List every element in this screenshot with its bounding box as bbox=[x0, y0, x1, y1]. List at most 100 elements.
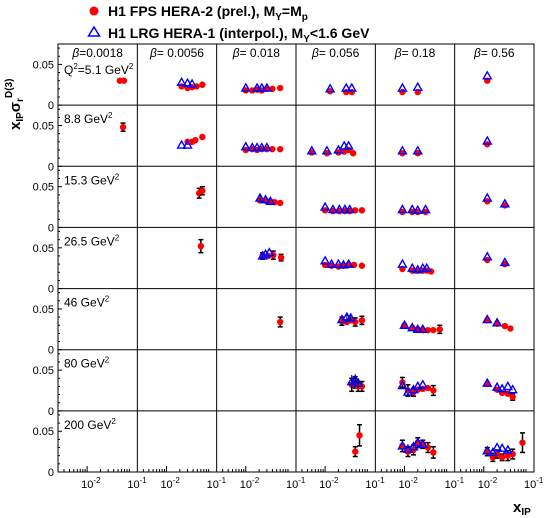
fps-point bbox=[519, 439, 526, 446]
beta-value: =0.0018 bbox=[79, 46, 123, 60]
q2-label-part: 2 bbox=[73, 62, 78, 71]
legend-fps-eq: =M bbox=[282, 3, 302, 19]
x-tick-base: 10 bbox=[207, 479, 219, 491]
legend-fps-text: H1 FPS HERA-2 (prel.), MY=Mp bbox=[108, 3, 308, 23]
beta-label: β= 0.18 bbox=[394, 46, 436, 60]
y-tick-label: 0 bbox=[48, 222, 54, 234]
x-tick-label: 10-2 bbox=[319, 476, 339, 491]
fps-point bbox=[352, 318, 359, 326]
x-axis-title: xIP bbox=[513, 499, 531, 518]
x-tick-label: 10-1 bbox=[127, 476, 147, 491]
x-tick-base: 10 bbox=[524, 479, 536, 491]
lrg-point bbox=[421, 262, 432, 272]
y-title-main: x bbox=[7, 121, 24, 130]
x-tick-label: 10-2 bbox=[160, 476, 180, 491]
x-tick-base: 10 bbox=[398, 479, 410, 491]
q2-label-part: 80 GeV bbox=[64, 357, 105, 371]
lrg-point bbox=[412, 437, 423, 447]
beta-symbol: β bbox=[311, 46, 319, 60]
q2-label: 80 GeV2 bbox=[64, 356, 110, 371]
legend-fps-sub2: p bbox=[302, 12, 308, 23]
fps-point bbox=[498, 454, 506, 461]
q2-label-part: 8.8 GeV bbox=[64, 112, 108, 126]
q2-label: 46 GeV2 bbox=[64, 295, 110, 310]
lrg-point bbox=[502, 380, 514, 391]
lrg-point bbox=[412, 81, 423, 91]
fps-point bbox=[430, 387, 437, 394]
beta-value: = 0.056 bbox=[319, 46, 360, 60]
lrg-point bbox=[417, 379, 429, 389]
y-tick-label: 0 bbox=[48, 161, 54, 173]
lrg-point bbox=[265, 195, 276, 206]
fps-point bbox=[430, 449, 437, 456]
lrg-point bbox=[407, 322, 418, 332]
lrg-point bbox=[261, 142, 273, 152]
beta-symbol: β bbox=[394, 46, 402, 60]
legend-lrg-tail: <1.6 GeV bbox=[310, 25, 370, 41]
beta-label: β= 0.56 bbox=[473, 46, 515, 60]
panel-grid bbox=[57, 43, 535, 473]
q2-label-part: 200 GeV bbox=[64, 418, 111, 432]
beta-value: = 0.018 bbox=[240, 46, 281, 60]
lrg-point bbox=[397, 145, 408, 155]
legend-lrg-marker bbox=[87, 25, 101, 37]
beta-value: = 0.18 bbox=[402, 46, 436, 60]
lrg-point bbox=[397, 204, 408, 214]
fps-point bbox=[501, 322, 509, 330]
lrg-point bbox=[306, 145, 318, 155]
lrg-point bbox=[260, 248, 271, 259]
lrg-point bbox=[502, 444, 514, 454]
lrg-point bbox=[240, 141, 251, 151]
q2-label-part: =5.1 GeV bbox=[78, 63, 129, 77]
x-tick-exp: -2 bbox=[411, 476, 419, 485]
lrg-point bbox=[352, 377, 364, 387]
fps-point bbox=[276, 199, 284, 207]
fps-point bbox=[509, 393, 516, 401]
fps-point bbox=[436, 326, 443, 333]
x-tick-base: 10 bbox=[160, 479, 172, 491]
fps-point bbox=[120, 77, 128, 84]
lrg-point bbox=[346, 376, 357, 386]
lrg-point bbox=[350, 374, 361, 384]
lrg-point bbox=[482, 70, 493, 80]
x-tick-exp: -2 bbox=[173, 476, 181, 485]
lrg-point bbox=[412, 204, 423, 215]
legend-lrg-label: H1 LRG HERA-1 (interpol.), M bbox=[108, 25, 303, 41]
lrg-point bbox=[176, 76, 187, 87]
q2-label: 15.3 GeV2 bbox=[64, 172, 120, 187]
x-tick-label: 10-1 bbox=[445, 476, 465, 491]
fps-point bbox=[276, 318, 284, 326]
x-tick-label: 10-1 bbox=[207, 476, 227, 491]
q2-label-part: 46 GeV bbox=[64, 296, 105, 310]
q2-label-part: 26.5 GeV bbox=[64, 234, 115, 248]
lrg-point bbox=[482, 192, 493, 202]
q2-label-part: 2 bbox=[115, 233, 120, 242]
lrg-point bbox=[327, 204, 339, 214]
lrg-point bbox=[482, 445, 493, 455]
lrg-point bbox=[417, 438, 429, 448]
x-title-sub: IP bbox=[521, 507, 531, 518]
x-tick-label: 10-2 bbox=[398, 476, 418, 491]
y-tick-label: 0.05 bbox=[33, 365, 54, 377]
x-tick-exp: -1 bbox=[536, 476, 544, 485]
beta-value: = 0.0056 bbox=[157, 46, 204, 60]
x-tick-label: 10-1 bbox=[524, 476, 544, 491]
y-title-sub: IP bbox=[15, 112, 26, 122]
lrg-point bbox=[257, 250, 268, 260]
fps-point bbox=[358, 317, 366, 324]
lrg-point bbox=[326, 258, 337, 268]
lrg-point bbox=[482, 251, 493, 261]
y-tick-label: 0.05 bbox=[33, 59, 54, 71]
lrg-point bbox=[397, 258, 408, 268]
x-tick-exp: -2 bbox=[252, 476, 260, 485]
lrg-point bbox=[417, 323, 429, 334]
beta-label: β= 0.0056 bbox=[149, 46, 204, 60]
fps-point bbox=[356, 432, 363, 439]
x-tick-label: 10-1 bbox=[286, 476, 306, 491]
x-tick-base: 10 bbox=[240, 479, 252, 491]
lrg-point bbox=[256, 142, 267, 152]
fps-point bbox=[358, 262, 366, 269]
lrg-point bbox=[507, 384, 518, 394]
lrg-point bbox=[407, 262, 418, 272]
